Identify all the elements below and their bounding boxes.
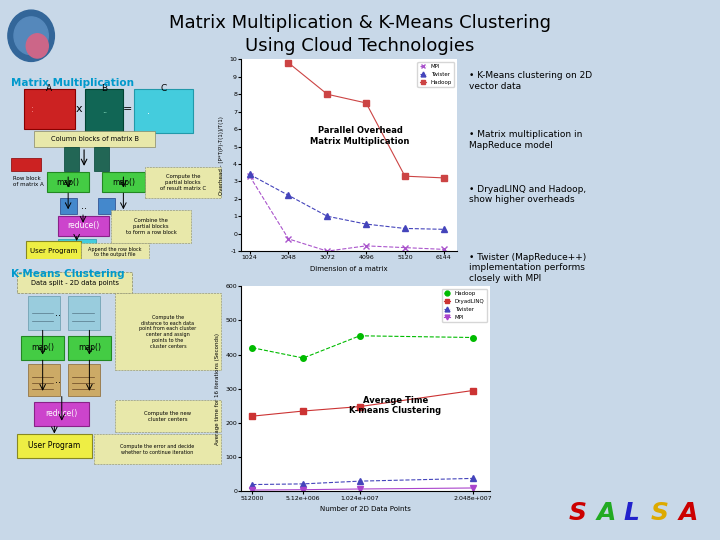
Text: ..: .. — [102, 106, 107, 116]
Circle shape — [26, 33, 48, 58]
Text: .: . — [148, 106, 150, 116]
FancyBboxPatch shape — [111, 211, 192, 243]
Text: map(): map() — [31, 343, 54, 353]
FancyBboxPatch shape — [58, 216, 109, 235]
Text: x: x — [76, 104, 82, 114]
Text: map(): map() — [78, 343, 101, 353]
Text: map(): map() — [112, 178, 135, 187]
Text: Combine the
partial blocks
to form a row block: Combine the partial blocks to form a row… — [125, 218, 176, 235]
Text: A: A — [678, 501, 698, 525]
Text: Row block
of matrix A: Row block of matrix A — [13, 176, 44, 187]
Text: • DryadLINQ and Hadoop,
show higher overheads: • DryadLINQ and Hadoop, show higher over… — [469, 185, 587, 204]
FancyBboxPatch shape — [28, 295, 60, 330]
Text: ..: .. — [81, 154, 87, 164]
FancyBboxPatch shape — [102, 172, 145, 192]
X-axis label: Number of 2D Data Points: Number of 2D Data Points — [320, 506, 411, 512]
Circle shape — [8, 10, 55, 62]
FancyBboxPatch shape — [134, 89, 194, 132]
Legend: Hadoop, DryadLINQ, Twister, MPI: Hadoop, DryadLINQ, Twister, MPI — [441, 289, 487, 322]
Text: ..: .. — [55, 375, 60, 385]
FancyBboxPatch shape — [68, 364, 100, 396]
Text: Matrix Multiplication & K-Means Clustering
Using Cloud Technologies: Matrix Multiplication & K-Means Clusteri… — [169, 14, 551, 55]
FancyBboxPatch shape — [17, 434, 91, 458]
Text: K-Means Clustering: K-Means Clustering — [11, 269, 125, 279]
FancyBboxPatch shape — [68, 336, 111, 360]
Text: reduce(): reduce() — [45, 409, 78, 418]
Text: reduce(): reduce() — [67, 221, 99, 230]
Text: Compute the error and decide
whether to continue iteration: Compute the error and decide whether to … — [120, 444, 194, 455]
Text: C: C — [161, 84, 167, 93]
Text: B: B — [102, 84, 107, 93]
Text: A: A — [596, 501, 616, 525]
Text: S: S — [651, 501, 669, 525]
FancyBboxPatch shape — [64, 147, 78, 171]
FancyBboxPatch shape — [145, 167, 221, 198]
FancyBboxPatch shape — [115, 293, 221, 370]
FancyBboxPatch shape — [28, 364, 60, 396]
Y-axis label: Overhead - [P*T(P)-T(1)]/T(1): Overhead - [P*T(P)-T(1)]/T(1) — [219, 116, 224, 195]
Text: :: : — [31, 105, 33, 113]
Text: map(): map() — [57, 178, 80, 187]
FancyBboxPatch shape — [68, 295, 100, 330]
Text: ..: .. — [55, 308, 60, 318]
FancyBboxPatch shape — [24, 89, 75, 129]
Text: Compute the
partial blocks
of result matrix C: Compute the partial blocks of result mat… — [160, 174, 206, 191]
FancyBboxPatch shape — [94, 434, 221, 464]
Text: • K-Means clustering on 2D
vector data: • K-Means clustering on 2D vector data — [469, 71, 593, 91]
Text: Compute the
distance to each data
point from each cluster
center and assign
poin: Compute the distance to each data point … — [140, 315, 197, 349]
FancyBboxPatch shape — [58, 239, 96, 254]
Text: User Program: User Program — [30, 248, 77, 254]
Text: • Twister (MapReduce++)
implementation performs
closely with MPI: • Twister (MapReduce++) implementation p… — [469, 253, 587, 282]
Text: Average Time
K-means Clustering: Average Time K-means Clustering — [349, 395, 441, 415]
FancyBboxPatch shape — [98, 198, 115, 214]
Text: Column blocks of matrix B: Column blocks of matrix B — [50, 136, 139, 142]
FancyBboxPatch shape — [22, 336, 64, 360]
Text: • Matrix multiplication in
MapReduce model: • Matrix multiplication in MapReduce mod… — [469, 130, 582, 150]
Y-axis label: Average time for 16 iterations (Seconds): Average time for 16 iterations (Seconds) — [215, 333, 220, 445]
Circle shape — [14, 17, 48, 55]
Text: =: = — [123, 104, 132, 114]
FancyBboxPatch shape — [115, 400, 221, 432]
Text: Append the row block
to the output file: Append the row block to the output file — [88, 247, 142, 258]
Text: ..: .. — [81, 201, 87, 211]
Text: Parallel Overhead
Matrix Multiplication: Parallel Overhead Matrix Multiplication — [310, 126, 410, 146]
FancyBboxPatch shape — [26, 241, 81, 261]
Text: User Program: User Program — [28, 442, 81, 450]
Legend: MPI, Twister, Hadoop: MPI, Twister, Hadoop — [418, 62, 454, 87]
Text: Data split - 2D data points: Data split - 2D data points — [30, 280, 119, 286]
FancyBboxPatch shape — [11, 158, 40, 171]
FancyBboxPatch shape — [60, 198, 76, 214]
FancyBboxPatch shape — [17, 272, 132, 293]
FancyBboxPatch shape — [47, 172, 89, 192]
X-axis label: Dimension of a matrix: Dimension of a matrix — [310, 266, 388, 272]
Text: A: A — [46, 84, 52, 93]
Text: Compute the new
cluster centers: Compute the new cluster centers — [145, 411, 192, 422]
FancyBboxPatch shape — [85, 89, 123, 132]
FancyBboxPatch shape — [81, 243, 149, 261]
Text: Matrix Multiplication: Matrix Multiplication — [11, 78, 134, 89]
Text: L: L — [624, 501, 639, 525]
FancyBboxPatch shape — [34, 402, 89, 426]
FancyBboxPatch shape — [34, 131, 156, 147]
Text: S: S — [569, 501, 587, 525]
FancyBboxPatch shape — [94, 147, 109, 171]
